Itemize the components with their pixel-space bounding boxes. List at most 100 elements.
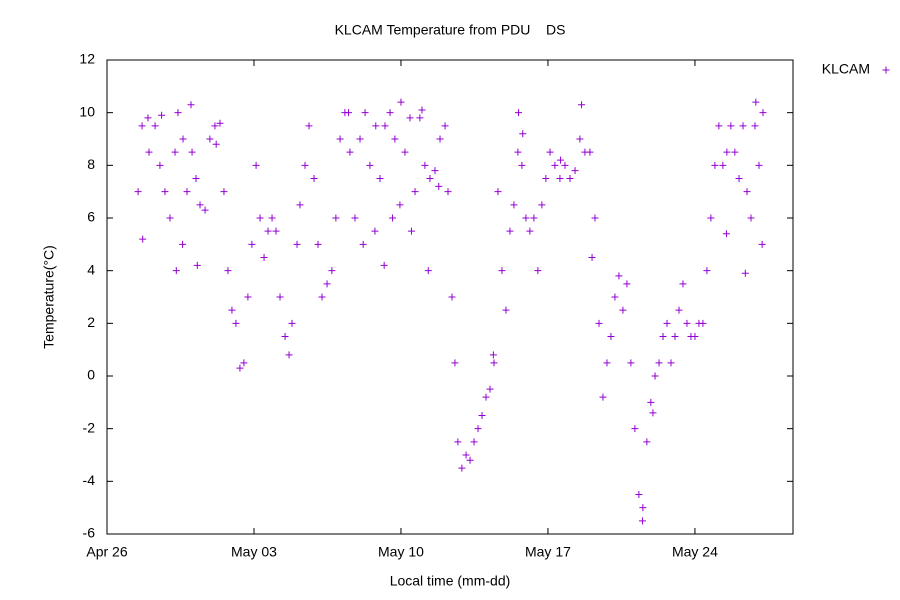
data-point: [739, 122, 747, 130]
data-point: [206, 135, 214, 143]
legend-label: KLCAM: [822, 61, 870, 77]
data-point: [416, 114, 424, 122]
data-point: [183, 188, 191, 196]
data-point: [611, 293, 619, 301]
data-point: [727, 122, 735, 130]
data-point: [211, 122, 219, 130]
data-point: [332, 214, 340, 222]
y-tick-label: 10: [79, 103, 95, 119]
data-point: [743, 188, 751, 196]
data-point: [161, 188, 169, 196]
data-point: [675, 306, 683, 314]
data-point: [722, 230, 730, 238]
data-point: [426, 175, 434, 182]
data-point: [411, 188, 419, 196]
data-point: [663, 319, 671, 327]
data-point: [494, 188, 502, 196]
data-point: [318, 293, 326, 301]
data-point: [679, 280, 687, 288]
data-point: [187, 101, 195, 109]
data-point: [643, 438, 651, 446]
data-point: [381, 122, 389, 130]
data-point: [281, 333, 289, 340]
data-point: [171, 148, 179, 156]
data-point: [310, 175, 318, 182]
data-point: [755, 161, 763, 169]
data-point: [639, 504, 647, 512]
data-point: [546, 148, 554, 156]
data-point: [649, 409, 657, 417]
data-point: [351, 214, 359, 222]
data-point: [391, 135, 399, 143]
data-point: [240, 359, 248, 367]
data-point: [232, 319, 240, 327]
data-point: [301, 161, 309, 169]
data-point: [586, 148, 594, 156]
data-point: [651, 372, 659, 380]
chart-title: KLCAM Temperature from PDU DS: [335, 22, 566, 38]
data-point: [328, 267, 336, 275]
data-point: [424, 267, 432, 275]
data-point: [346, 148, 354, 156]
data-point: [683, 319, 691, 327]
data-point: [659, 333, 667, 340]
data-point: [201, 206, 209, 214]
data-point: [193, 261, 201, 269]
data-point: [361, 109, 369, 117]
data-point: [502, 306, 510, 314]
y-tick-label: 0: [87, 367, 95, 383]
data-point: [166, 214, 174, 222]
x-tick-label: Apr 26: [86, 544, 127, 560]
data-point: [276, 293, 284, 301]
data-point: [248, 240, 256, 248]
data-point: [556, 175, 564, 182]
y-tick-label: -4: [83, 472, 96, 488]
data-point: [522, 214, 530, 222]
data-point: [144, 114, 152, 122]
data-point: [216, 119, 224, 127]
data-point: [667, 359, 675, 367]
data-point: [615, 272, 623, 280]
data-point: [220, 188, 228, 196]
data-point: [441, 122, 449, 130]
data-point: [179, 240, 187, 248]
data-point: [454, 438, 462, 446]
data-point: [196, 201, 204, 209]
data-point: [490, 359, 498, 367]
data-point: [478, 412, 486, 419]
data-point: [635, 491, 643, 498]
data-point: [296, 201, 304, 209]
y-axis-label: Temperature(°C): [41, 245, 57, 349]
data-point: [699, 319, 707, 327]
data-point: [623, 280, 631, 288]
data-point: [470, 438, 478, 446]
data-point: [366, 161, 374, 169]
data-point: [134, 188, 142, 196]
data-point: [406, 114, 414, 122]
data-point: [735, 175, 743, 182]
y-tick-label: 8: [87, 156, 95, 172]
data-point: [489, 351, 497, 359]
data-point: [551, 161, 559, 169]
data-point: [576, 135, 584, 143]
data-point: [747, 214, 755, 222]
data-point: [285, 351, 293, 359]
data-point: [376, 175, 384, 182]
data-point: [305, 122, 313, 130]
data-point: [224, 267, 232, 275]
data-point: [256, 214, 264, 222]
data-point: [607, 333, 615, 340]
data-point: [703, 267, 711, 275]
data-point: [448, 293, 456, 301]
data-point: [751, 122, 759, 130]
data-point: [759, 109, 767, 117]
data-point: [372, 122, 380, 130]
data-point: [588, 254, 596, 261]
data-point: [407, 227, 415, 235]
data-point: [691, 333, 699, 340]
data-point: [482, 393, 490, 401]
data-point: [514, 148, 522, 156]
y-tick-label: 12: [79, 51, 95, 67]
data-point: [486, 385, 494, 393]
